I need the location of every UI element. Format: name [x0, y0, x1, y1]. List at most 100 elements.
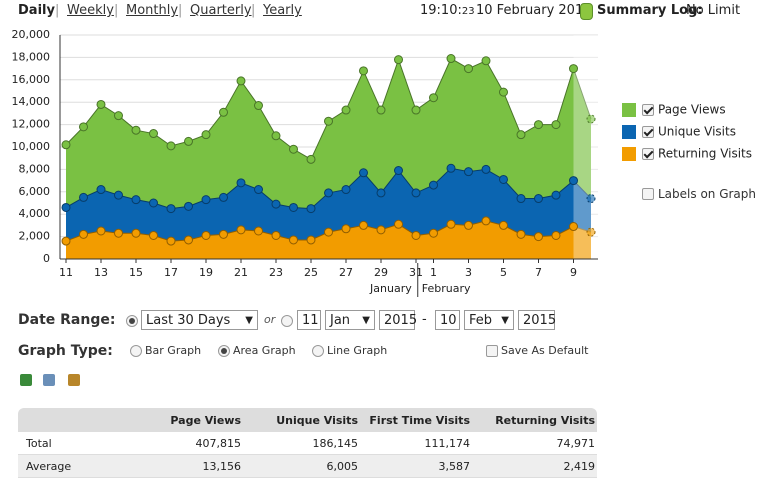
point — [271, 230, 281, 240]
point — [254, 185, 263, 195]
labels-on-graph[interactable]: Labels on Graph — [658, 187, 757, 201]
radio[interactable] — [312, 345, 324, 357]
summary-log-label: Summary Log: — [597, 3, 703, 18]
tab-weekly[interactable]: Weekly — [67, 3, 114, 18]
checkbox[interactable] — [486, 345, 498, 357]
point — [289, 202, 298, 212]
separator: | — [178, 3, 183, 18]
x-tick-label: 7 — [535, 266, 542, 279]
checkbox[interactable] — [642, 148, 654, 160]
point — [394, 55, 403, 65]
x-tick-label: 23 — [269, 266, 283, 279]
y-tick-label: 10,000 — [12, 140, 51, 153]
point — [586, 227, 596, 237]
preset-select[interactable]: Last 30 Days — [141, 310, 258, 331]
point — [429, 93, 438, 103]
checkbox[interactable] — [642, 104, 654, 116]
month-label: January — [369, 282, 412, 295]
point — [359, 168, 368, 178]
x-tick-label: 19 — [199, 266, 213, 279]
point — [516, 229, 526, 239]
point — [534, 194, 543, 204]
radio[interactable] — [218, 345, 230, 357]
dash: - — [422, 312, 427, 327]
point — [219, 107, 228, 117]
point — [481, 56, 491, 66]
month-label: February — [422, 282, 471, 295]
x-tick-label: 21 — [234, 266, 248, 279]
point — [236, 178, 246, 188]
to-year[interactable]: 2015 — [518, 310, 556, 330]
cell: 13,156 — [150, 454, 243, 478]
log-icon — [580, 3, 593, 20]
excel-icon[interactable] — [20, 374, 32, 386]
legend-label: Returning Visits — [658, 147, 752, 161]
point — [376, 225, 386, 235]
from-day[interactable]: 11 — [297, 310, 321, 330]
point — [429, 228, 438, 238]
legend-label: Unique Visits — [658, 125, 736, 139]
cell: 3,587 — [360, 454, 472, 478]
save-default[interactable]: Save As Default — [501, 344, 589, 357]
chart-icon[interactable] — [68, 374, 80, 386]
x-tick-label: 13 — [94, 266, 108, 279]
y-tick-label: 20,000 — [12, 28, 51, 41]
point — [446, 219, 456, 229]
point — [201, 195, 211, 205]
point — [61, 202, 71, 212]
point — [411, 105, 421, 115]
checkbox[interactable] — [642, 126, 654, 138]
point — [236, 76, 246, 86]
point — [359, 66, 368, 76]
from-year[interactable]: 2015 — [379, 310, 417, 330]
point — [131, 125, 141, 135]
y-tick-label: 8,000 — [19, 162, 51, 175]
tab-monthly[interactable]: Monthly — [126, 3, 179, 18]
csv-icon[interactable] — [43, 374, 55, 386]
bar-graph-option[interactable]: Bar Graph — [145, 344, 202, 357]
graph-type-label: Graph Type: — [18, 343, 113, 359]
to-month[interactable]: Feb — [464, 310, 514, 331]
y-tick-label: 2,000 — [19, 230, 51, 243]
point — [219, 229, 228, 239]
point — [61, 236, 71, 246]
point — [166, 236, 176, 246]
radio[interactable] — [281, 315, 293, 327]
tab-quarterly[interactable]: Quarterly — [190, 3, 252, 18]
point — [586, 194, 596, 204]
point — [551, 190, 561, 200]
x-tick-label: 25 — [304, 266, 318, 279]
x-tick-label: 1 — [430, 266, 437, 279]
point — [446, 54, 456, 64]
summary-table: Page Views Unique Visits First Time Visi… — [18, 408, 597, 478]
point — [149, 198, 158, 208]
point — [394, 166, 403, 176]
point — [341, 105, 351, 115]
clock: 19:10:23 — [420, 3, 475, 18]
point — [289, 235, 298, 245]
tab-daily[interactable]: Daily — [18, 3, 55, 18]
point — [184, 136, 193, 146]
separator: | — [55, 3, 60, 18]
radio[interactable] — [130, 345, 142, 357]
to-day[interactable]: 10 — [435, 310, 460, 330]
point — [96, 226, 106, 236]
point — [429, 180, 438, 190]
point — [79, 122, 88, 132]
from-month[interactable]: Jan — [325, 310, 375, 331]
point — [569, 222, 578, 232]
x-tick-label: 5 — [500, 266, 507, 279]
row: Average 13,156 6,005 3,587 2,419 — [18, 454, 597, 478]
point — [184, 235, 193, 245]
line-graph-option[interactable]: Line Graph — [327, 344, 388, 357]
point — [499, 87, 508, 97]
point — [341, 185, 351, 195]
point — [131, 195, 141, 205]
checkbox[interactable] — [642, 188, 654, 200]
area-graph-option[interactable]: Area Graph — [233, 344, 296, 357]
tab-yearly[interactable]: Yearly — [263, 3, 302, 18]
point — [201, 230, 211, 240]
point — [446, 163, 456, 173]
radio[interactable] — [126, 315, 138, 327]
